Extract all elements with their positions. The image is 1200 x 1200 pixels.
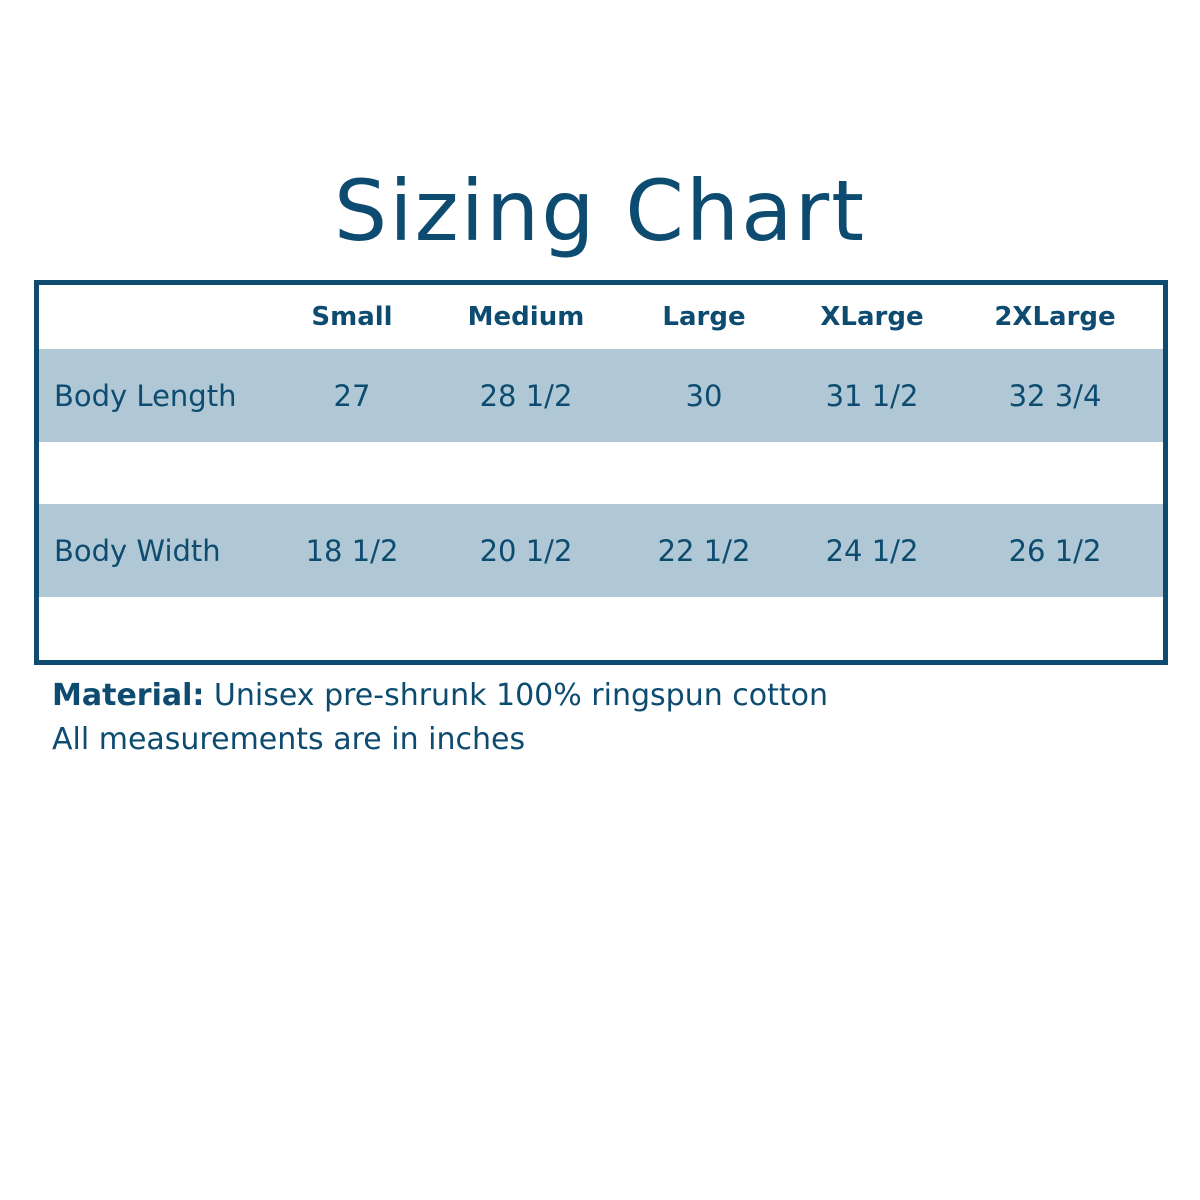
units-note: All measurements are in inches — [52, 722, 526, 757]
header-xlarge: XLarge — [820, 302, 924, 332]
table-row: Body Length 27 28 1/2 30 31 1/2 32 3/4 — [39, 349, 1163, 442]
header-small: Small — [311, 302, 393, 332]
sizing-table: Small Medium Large XLarge 2XLarge Body L… — [34, 280, 1168, 665]
row-label: Body Length — [54, 378, 237, 413]
table-cell: 22 1/2 — [657, 533, 751, 568]
table-cell: 28 1/2 — [479, 378, 573, 413]
table-cell: 32 3/4 — [1008, 378, 1102, 413]
table-cell: 18 1/2 — [305, 533, 399, 568]
header-2xlarge: 2XLarge — [994, 302, 1116, 332]
header-row: Small Medium Large XLarge 2XLarge — [39, 285, 1163, 349]
page-title: Sizing Chart — [333, 162, 867, 260]
table-cell: 26 1/2 — [1008, 533, 1102, 568]
material-note: Material: Unisex pre-shrunk 100% ringspu… — [52, 678, 828, 713]
table-cell: 24 1/2 — [825, 533, 919, 568]
header-large: Large — [662, 302, 746, 332]
table-cell: 31 1/2 — [825, 378, 919, 413]
material-label: Material: — [52, 678, 205, 713]
material-text: Unisex pre-shrunk 100% ringspun cotton — [204, 678, 829, 713]
table-row: Body Width 18 1/2 20 1/2 22 1/2 24 1/2 2… — [39, 504, 1163, 597]
table-cell: 27 — [333, 378, 371, 413]
table-cell: 30 — [685, 378, 723, 413]
table-cell: 20 1/2 — [479, 533, 573, 568]
row-label: Body Width — [54, 533, 221, 568]
header-medium: Medium — [467, 302, 585, 332]
